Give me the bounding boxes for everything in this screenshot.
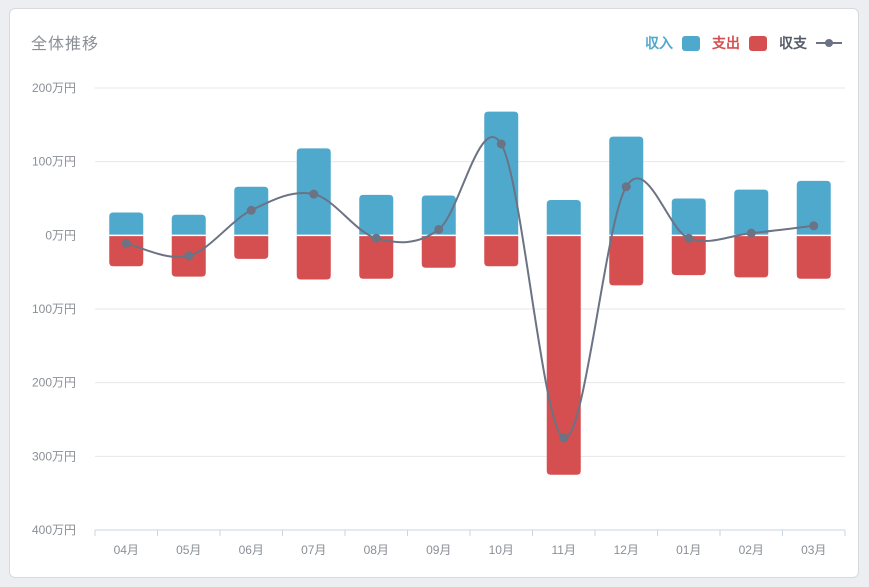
- expense-bar: [546, 235, 581, 475]
- expense-bar: [234, 235, 269, 259]
- x-tick-label: 08月: [364, 543, 389, 557]
- y-tick-label: 300万円: [32, 449, 76, 463]
- expense-bar: [484, 235, 519, 267]
- income-bar: [734, 189, 769, 236]
- x-tick-label: 07月: [301, 543, 326, 557]
- y-tick-label: 200万円: [32, 376, 76, 390]
- x-tick-label: 06月: [239, 543, 264, 557]
- income-bar: [671, 198, 706, 236]
- expense-bar: [296, 235, 331, 280]
- income-bar: [421, 195, 456, 236]
- x-tick-label: 12月: [614, 543, 639, 557]
- balance-point: [246, 205, 256, 215]
- balance-point: [621, 182, 631, 192]
- balance-point: [309, 189, 319, 199]
- balance-point: [746, 228, 756, 238]
- balance-point: [434, 224, 444, 234]
- card-title: 全体推移: [31, 36, 100, 53]
- income-bar: [359, 194, 394, 236]
- expense-bar: [109, 235, 144, 267]
- balance-point: [371, 233, 381, 243]
- y-tick-label: 100万円: [32, 302, 76, 316]
- x-tick-label: 01月: [676, 543, 701, 557]
- y-tick-label: 100万円: [32, 155, 76, 169]
- balance-point: [121, 238, 131, 248]
- expense-bar: [734, 235, 769, 278]
- income-bar: [796, 180, 831, 236]
- x-tick-label: 04月: [114, 543, 139, 557]
- x-tick-label: 09月: [426, 543, 451, 557]
- income-bar: [546, 199, 581, 236]
- chart-legend: 収入 支出 収支: [633, 33, 842, 53]
- x-tick-label: 03月: [801, 543, 826, 557]
- balance-point: [809, 221, 819, 231]
- legend-expense-swatch: [749, 35, 767, 51]
- income-bar: [171, 214, 206, 236]
- legend-income-swatch: [682, 35, 700, 51]
- legend-income-label: 収入: [645, 35, 673, 51]
- chart-card: 全体推移 収入 支出 収支: [9, 8, 859, 578]
- legend-balance-line-icon: [816, 38, 842, 48]
- y-tick-label: 400万円: [32, 523, 76, 537]
- x-tick-label: 10月: [489, 543, 514, 557]
- y-tick-label: 0万円: [45, 228, 76, 242]
- expense-bar: [671, 235, 706, 276]
- balance-point: [684, 233, 694, 243]
- expense-bar: [421, 235, 456, 268]
- expense-bar: [609, 235, 644, 286]
- legend-item-balance[interactable]: 収支: [779, 33, 842, 53]
- balance-point: [559, 433, 569, 443]
- expense-bar: [796, 235, 831, 279]
- balance-point: [496, 139, 506, 149]
- legend-balance-label: 収支: [779, 35, 807, 51]
- x-tick-label: 02月: [739, 543, 764, 557]
- y-tick-label: 200万円: [32, 81, 76, 95]
- x-tick-label: 05月: [176, 543, 201, 557]
- income-bar: [484, 111, 519, 236]
- income-bar: [109, 212, 144, 236]
- balance-point: [184, 251, 194, 261]
- expense-bar: [359, 235, 394, 279]
- legend-item-income[interactable]: 収入: [645, 33, 700, 53]
- x-tick-label: 11月: [552, 543, 576, 557]
- legend-item-expense[interactable]: 支出: [712, 33, 767, 53]
- legend-expense-label: 支出: [712, 35, 740, 51]
- balance-line: [126, 135, 814, 439]
